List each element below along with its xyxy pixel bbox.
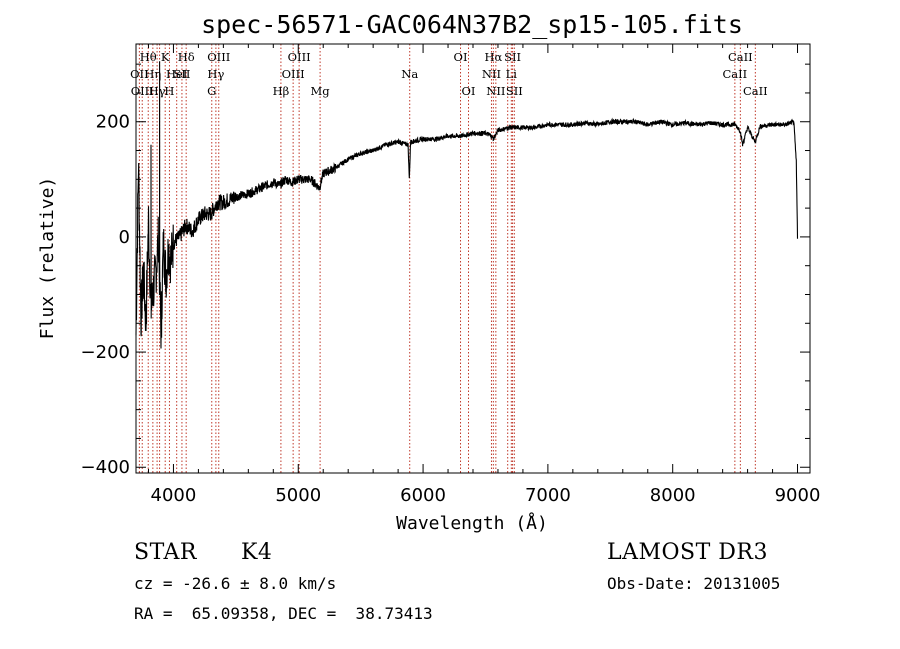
obs-date: Obs-Date: 20131005	[607, 574, 781, 593]
line-marker-label: Hθ	[140, 50, 157, 64]
x-tick-label: 9000	[775, 485, 821, 506]
y-tick-label: 0	[119, 227, 130, 248]
y-tick-label: −400	[81, 457, 130, 478]
x-tick-label: 5000	[275, 485, 321, 506]
line-marker-label: Mg	[311, 84, 331, 98]
line-marker-label: SII	[504, 50, 521, 64]
tick-layer: 4000 5000 6000 7000 8000 9000 −400 −200 0 200	[81, 44, 821, 506]
plot-frame	[135, 43, 811, 474]
object-subclass: K4	[241, 540, 273, 565]
line-marker-label: HeI	[166, 67, 187, 81]
x-tick-label: 6000	[400, 485, 446, 506]
line-marker-label: OIII	[207, 50, 230, 64]
x-tick-label: 7000	[525, 485, 571, 506]
line-marker-label: OI	[462, 84, 476, 98]
spectrum-series-line	[135, 61, 799, 349]
line-marker-label: SII	[173, 67, 190, 81]
line-marker-label: Na	[401, 67, 418, 81]
line-label-layer: OIIOIIIHθHηHγKHHeISIIHδGHγOIIIHβOIIIOIII…	[130, 50, 768, 98]
line-marker-label: K	[161, 50, 170, 64]
line-marker-layer	[138, 44, 756, 473]
chart-title: spec-56571-GAC064N37B2_sp15-105.fits	[201, 10, 743, 39]
series-layer	[135, 61, 799, 349]
line-marker-label: OII	[130, 67, 149, 81]
line-marker-label: OIII	[282, 67, 305, 81]
line-marker-label: H	[164, 84, 174, 98]
coordinates: RA = 65.09358, DEC = 38.73413	[134, 604, 433, 623]
y-axis-label: Flux (relative)	[37, 177, 58, 340]
line-marker-label: Hβ	[273, 84, 290, 98]
x-axis-label: Wavelength (Å)	[396, 512, 548, 534]
line-marker-label: CaII	[722, 67, 747, 81]
x-tick-label: 8000	[650, 485, 696, 506]
y-tick-label: −200	[81, 342, 130, 363]
line-marker-label: NII	[486, 84, 505, 98]
line-marker-label: Hδ	[178, 50, 195, 64]
object-class: STAR	[134, 540, 197, 565]
line-marker-label: CaII	[728, 50, 753, 64]
line-marker-label: Hη	[144, 67, 161, 81]
line-marker-label: SII	[506, 84, 523, 98]
velocity-readout: cz = -26.6 ± 8.0 km/s	[134, 574, 337, 593]
line-marker-label: Hγ	[149, 84, 166, 98]
line-marker-label: OIII	[288, 50, 311, 64]
line-marker-label: CaII	[743, 84, 768, 98]
y-tick-label: 200	[96, 112, 130, 133]
line-marker-label: Hγ	[207, 67, 224, 81]
line-marker-label: Hα	[484, 50, 502, 64]
line-marker-label: Li	[506, 67, 518, 81]
line-marker-label: OI	[454, 50, 468, 64]
x-tick-label: 4000	[151, 485, 197, 506]
line-marker-label: G	[207, 84, 216, 98]
survey-name: LAMOST DR3	[607, 540, 768, 565]
line-marker-label: NII	[482, 67, 501, 81]
